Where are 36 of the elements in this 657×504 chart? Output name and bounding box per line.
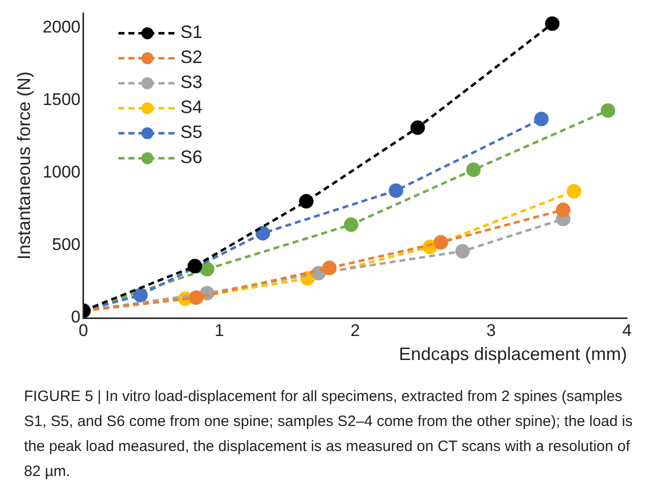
caption: FIGURE 5 | In vitro load-displacement for all specimens, extracted from 2 spines (samples S1, S5, and S6 come from one spine; samples S2–4 come from the other spine); the load is the peak load measured, the displacement is as measured on CT scans with a resolution of 82 µm. xyxy=(24,387,634,482)
point xyxy=(556,202,570,218)
point xyxy=(534,112,549,126)
point xyxy=(566,184,582,199)
point xyxy=(455,244,470,258)
y-tick-label: 500 xyxy=(52,235,80,254)
point xyxy=(188,290,204,305)
y-tick-label: 1500 xyxy=(42,90,80,109)
legend-label: S4 xyxy=(180,97,202,118)
y-tick-label: 1000 xyxy=(42,162,80,182)
legend-label: S1 xyxy=(180,22,202,42)
point xyxy=(600,103,616,118)
point xyxy=(434,235,448,250)
point xyxy=(200,262,214,276)
point xyxy=(133,288,148,302)
point xyxy=(344,217,358,232)
y-tick-label: 2000 xyxy=(42,17,80,36)
y-axis-title: Instantaneous force (N) xyxy=(14,72,34,260)
y-tick-label: 0 xyxy=(70,308,80,327)
point xyxy=(322,260,337,276)
x-tick-label: 4 xyxy=(622,320,632,340)
legend-label: S2 xyxy=(180,47,202,68)
x-tick-label: 3 xyxy=(486,320,496,340)
point xyxy=(256,226,270,240)
point xyxy=(410,120,425,135)
point xyxy=(466,162,481,178)
x-tick-label: 2 xyxy=(350,320,360,340)
point xyxy=(545,16,560,31)
point xyxy=(388,183,404,198)
legend-label: S5 xyxy=(180,122,202,142)
legend-label: S3 xyxy=(180,72,202,92)
point xyxy=(188,258,202,274)
x-tick-label: 1 xyxy=(214,320,224,340)
legend-label: S6 xyxy=(180,147,202,168)
point xyxy=(299,194,314,209)
x-axis-title: Endcaps displacement (mm) xyxy=(398,344,627,364)
